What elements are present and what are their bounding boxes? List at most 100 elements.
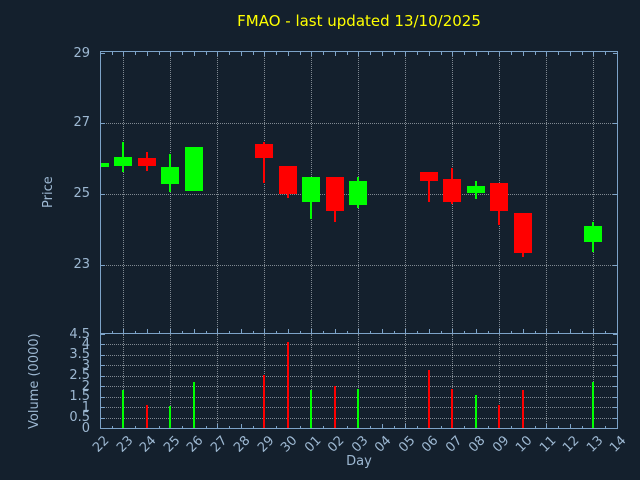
x-tick — [522, 329, 524, 333]
volume-tick — [101, 428, 105, 429]
x-minor-tick — [511, 52, 513, 55]
price-tick — [101, 264, 105, 266]
volume-tick — [101, 334, 105, 335]
x-minor-tick — [370, 52, 372, 55]
volume-tick-label: 0.5 — [69, 410, 90, 426]
volume-tick — [613, 428, 617, 429]
grid-volume-line — [101, 344, 617, 346]
candle-body-23 — [114, 156, 133, 167]
x-tick — [217, 329, 219, 333]
x-tick — [100, 329, 101, 333]
x-minor-tick — [370, 330, 372, 333]
volume-bar-01 — [310, 390, 313, 428]
candle-wick-06 — [427, 172, 430, 203]
x-minor-tick — [182, 52, 184, 55]
volume-tick-label: 4 — [81, 336, 90, 352]
x-minor-tick — [158, 52, 160, 55]
grid-day-line — [593, 52, 595, 333]
x-minor-tick — [558, 52, 560, 55]
x-minor-tick — [158, 425, 160, 428]
volume-tick-label: 2 — [81, 378, 90, 394]
day-tick-label: 13 — [583, 433, 607, 456]
grid-day-line — [170, 334, 172, 428]
chart-title: FMAO - last updated 13/10/2025 — [237, 12, 481, 30]
x-minor-tick — [558, 425, 560, 428]
x-tick — [616, 424, 617, 428]
x-tick — [358, 329, 360, 333]
volume-tick — [613, 354, 617, 356]
x-minor-tick — [229, 52, 231, 55]
x-tick — [146, 52, 148, 56]
volume-tick — [101, 417, 105, 419]
x-minor-tick — [534, 330, 536, 333]
volume-tick — [613, 396, 617, 398]
x-minor-tick — [393, 425, 395, 428]
x-tick — [193, 52, 195, 56]
volume-bar-24 — [145, 405, 148, 428]
candle-body-06 — [419, 172, 438, 182]
x-minor-tick — [440, 330, 442, 333]
x-minor-tick — [417, 330, 419, 333]
x-tick — [264, 329, 266, 333]
x-tick — [593, 329, 595, 333]
volume-tick-label: 2.5 — [69, 368, 90, 384]
x-tick — [546, 52, 548, 56]
candle-body-03 — [349, 180, 368, 206]
volume-tick — [613, 365, 617, 367]
x-minor-tick — [534, 425, 536, 428]
candle-body-22 — [101, 162, 109, 167]
volume-tick — [613, 407, 617, 409]
x-minor-tick — [605, 52, 607, 55]
x-minor-tick — [182, 425, 184, 428]
day-tick-label: 23 — [113, 433, 137, 456]
candle-body-25 — [161, 166, 180, 185]
price-tick-label: 25 — [73, 186, 90, 202]
volume-tick-label: 4.5 — [69, 326, 90, 342]
x-minor-tick — [323, 330, 325, 333]
x-tick — [475, 52, 477, 56]
x-tick — [358, 52, 360, 56]
x-tick — [569, 52, 571, 56]
volume-tick — [613, 344, 617, 346]
x-minor-tick — [276, 330, 278, 333]
volume-tick — [101, 375, 105, 377]
x-minor-tick — [605, 330, 607, 333]
x-minor-tick — [393, 52, 395, 55]
x-tick — [170, 52, 172, 56]
volume-bar-08 — [474, 394, 477, 428]
x-minor-tick — [205, 330, 207, 333]
day-tick-label: 05 — [395, 433, 419, 456]
grid-day-line — [546, 52, 548, 333]
x-tick — [499, 52, 501, 56]
x-minor-tick — [229, 425, 231, 428]
x-tick — [616, 329, 617, 333]
grid-day-line — [123, 52, 125, 333]
x-minor-tick — [323, 425, 325, 428]
x-minor-tick — [464, 330, 466, 333]
volume-tick-label: 0 — [81, 420, 90, 436]
x-tick — [405, 424, 407, 428]
x-tick — [593, 52, 595, 56]
price-panel — [100, 51, 618, 334]
volume-tick — [101, 365, 105, 367]
grid-day-line — [217, 52, 219, 333]
x-tick — [452, 329, 454, 333]
day-tick-label: 07 — [442, 433, 466, 456]
price-tick-label: 27 — [73, 115, 90, 131]
volume-panel — [100, 334, 618, 429]
volume-bar-03 — [357, 389, 360, 428]
x-tick — [287, 52, 289, 56]
grid-day-line — [311, 334, 313, 428]
grid-day-line — [405, 52, 407, 333]
x-minor-tick — [464, 52, 466, 55]
volume-bar-26 — [192, 382, 195, 428]
x-minor-tick — [393, 330, 395, 333]
x-minor-tick — [276, 52, 278, 55]
x-minor-tick — [252, 425, 254, 428]
price-tick — [613, 193, 617, 195]
x-minor-tick — [487, 52, 489, 55]
candle-wick-29 — [263, 141, 266, 184]
grid-day-line — [405, 334, 407, 428]
day-tick-label: 25 — [160, 433, 184, 456]
volume-tick — [613, 334, 617, 335]
